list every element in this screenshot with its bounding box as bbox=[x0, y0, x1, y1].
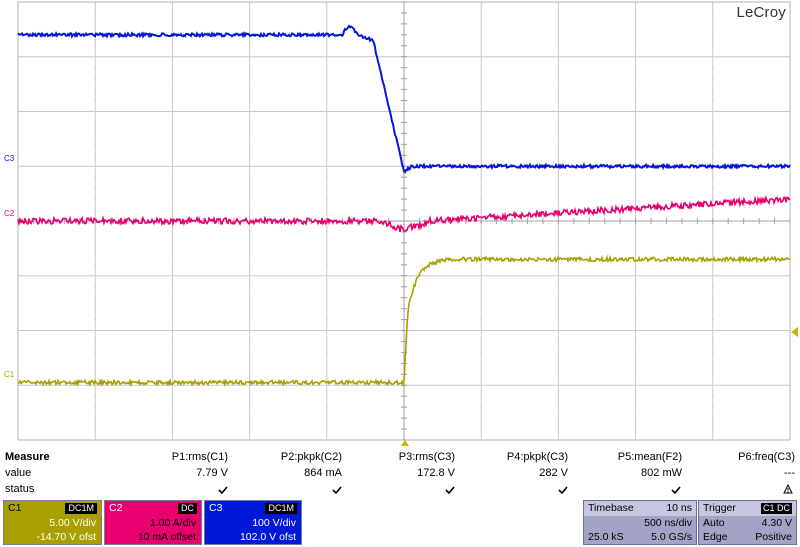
param-p1-value: 7.79 V bbox=[118, 467, 228, 479]
param-p6-value: --- bbox=[685, 467, 795, 479]
c3-coupling-badge: DC1M bbox=[265, 503, 297, 514]
param-p2-value: 864 mA bbox=[232, 467, 342, 479]
c1-scale: 5.00 V/div bbox=[49, 517, 96, 529]
measure-table: Measure P1:rms(C1) P2:pkpk(C2) P3:rms(C3… bbox=[0, 451, 800, 499]
measure-status-row: status bbox=[0, 483, 800, 498]
c1-box-header: C1 DC1M bbox=[4, 501, 101, 516]
p2-status-check-icon bbox=[332, 486, 342, 494]
c1-box-label: C1 bbox=[8, 502, 21, 514]
trigger-slope: Positive bbox=[755, 531, 792, 543]
c1-coupling-badge: DC1M bbox=[65, 503, 97, 514]
trigger-source: C1 bbox=[763, 503, 775, 513]
trigger-level-icon[interactable] bbox=[791, 327, 798, 337]
param-p2-name[interactable]: P2:pkpk(C2) bbox=[232, 451, 342, 463]
timebase-rate: 5.0 GS/s bbox=[651, 531, 692, 543]
timebase-delay: 10 ns bbox=[666, 502, 692, 514]
trigger-box[interactable]: Trigger C1 DC Auto 4.30 V Edge Positive bbox=[698, 500, 797, 545]
param-p3-value: 172.8 V bbox=[345, 467, 455, 479]
param-p1-name[interactable]: P1:rms(C1) bbox=[118, 451, 228, 463]
c2-channel-box[interactable]: C2 DC 1.00 A/div 10 mA offset bbox=[104, 500, 202, 545]
param-p4-name[interactable]: P4:pkpk(C3) bbox=[458, 451, 568, 463]
p4-status-check-icon bbox=[558, 486, 568, 494]
c2-offset: 10 mA offset bbox=[138, 531, 196, 543]
param-p4-value: 282 V bbox=[458, 467, 568, 479]
waveform-display[interactable]: LeCroy C3 C2 C1 bbox=[0, 0, 800, 445]
brand-logo: LeCroy bbox=[736, 4, 786, 21]
p6-status-warning-icon bbox=[783, 484, 793, 494]
timebase-header: Timebase 10 ns bbox=[584, 501, 696, 516]
measure-value-row: value 7.79 V 864 mA 172.8 V 282 V 802 mW… bbox=[0, 467, 800, 482]
c3-channel-box[interactable]: C3 DC1M 100 V/div 102.0 V ofst bbox=[204, 500, 302, 545]
timebase-title: Timebase bbox=[588, 502, 634, 514]
c2-box-label: C2 bbox=[109, 502, 122, 514]
c3-box-label: C3 bbox=[209, 502, 222, 514]
status-row-label: status bbox=[5, 483, 34, 495]
timebase-samples: 25.0 kS bbox=[588, 531, 624, 543]
trigger-position-icon[interactable] bbox=[401, 440, 409, 446]
param-p6-name[interactable]: P6:freq(C3) bbox=[685, 451, 795, 463]
c2-marker[interactable]: C2 bbox=[4, 209, 14, 218]
c1-channel-box[interactable]: C1 DC1M 5.00 V/div -14.70 V ofst bbox=[3, 500, 102, 545]
timebase-per-div: 500 ns/div bbox=[644, 517, 692, 529]
c3-offset: 102.0 V ofst bbox=[240, 531, 296, 543]
param-p5-name[interactable]: P5:mean(F2) bbox=[572, 451, 682, 463]
measure-header-row: Measure P1:rms(C1) P2:pkpk(C2) P3:rms(C3… bbox=[0, 451, 800, 466]
p1-status-check-icon bbox=[218, 486, 228, 494]
waveform-grid bbox=[0, 0, 800, 445]
measure-title[interactable]: Measure bbox=[5, 451, 50, 463]
c2-scale: 1.00 A/div bbox=[150, 517, 196, 529]
value-row-label: value bbox=[5, 467, 31, 479]
trigger-title: Trigger bbox=[703, 502, 736, 514]
trigger-header: Trigger C1 DC bbox=[699, 501, 796, 516]
c3-marker[interactable]: C3 bbox=[4, 154, 14, 163]
c1-marker[interactable]: C1 bbox=[4, 370, 14, 379]
p3-status-check-icon bbox=[445, 486, 455, 494]
trigger-coupling: DC bbox=[777, 503, 790, 513]
c2-coupling-badge: DC bbox=[178, 503, 197, 514]
c2-box-header: C2 DC bbox=[105, 501, 201, 516]
trigger-level: 4.30 V bbox=[762, 517, 792, 529]
trigger-type: Edge bbox=[703, 531, 728, 543]
param-p5-value: 802 mW bbox=[572, 467, 682, 479]
trigger-mode: Auto bbox=[703, 517, 725, 529]
p5-status-check-icon bbox=[671, 486, 681, 494]
c3-box-header: C3 DC1M bbox=[205, 501, 301, 516]
param-p3-name[interactable]: P3:rms(C3) bbox=[345, 451, 455, 463]
trigger-source-badge: C1 DC bbox=[761, 503, 792, 514]
c1-offset: -14.70 V ofst bbox=[36, 531, 96, 543]
c3-scale: 100 V/div bbox=[252, 517, 296, 529]
timebase-box[interactable]: Timebase 10 ns 500 ns/div 25.0 kS 5.0 GS… bbox=[583, 500, 697, 545]
